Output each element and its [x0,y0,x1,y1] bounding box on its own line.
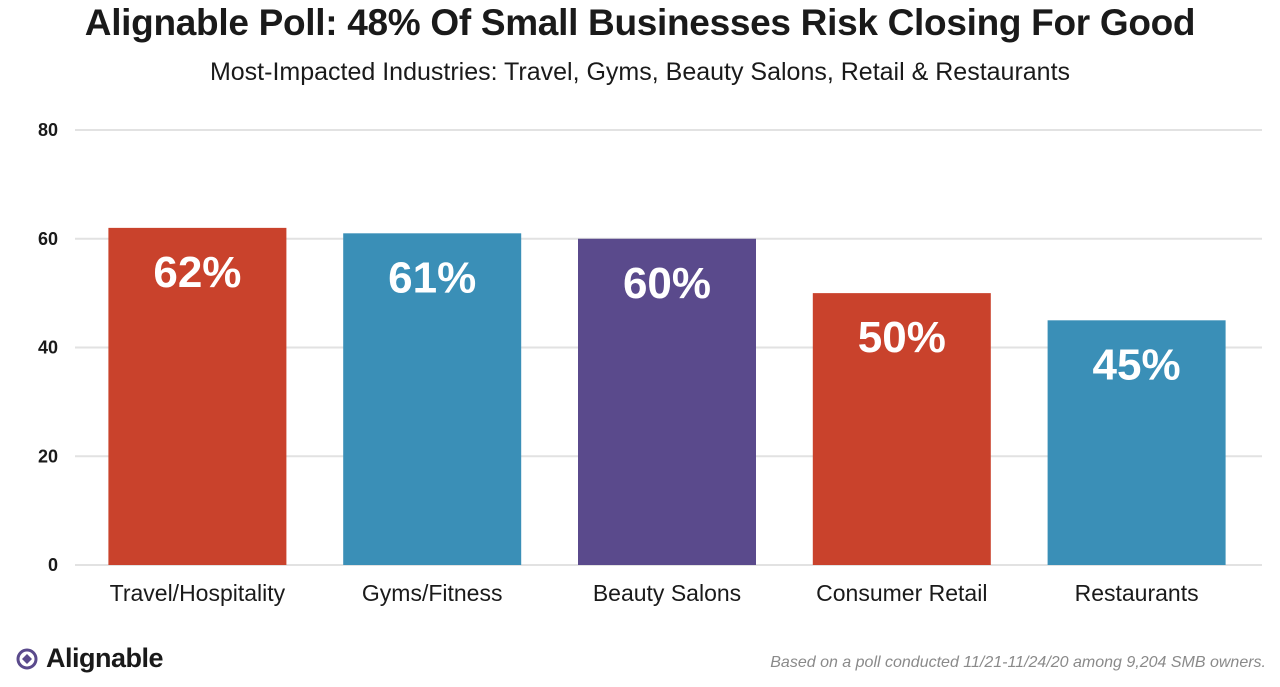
chart-title: Alignable Poll: 48% Of Small Businesses … [84,2,1196,43]
y-tick-label: 60 [38,229,58,249]
x-tick-label: Gyms/Fitness [362,580,503,606]
y-tick-label: 80 [38,120,58,140]
brand-logo: Alignable [16,643,164,674]
y-tick-label: 20 [38,446,58,466]
x-tick-label: Travel/Hospitality [110,580,286,606]
bar [108,227,287,565]
x-tick-label: Consumer Retail [816,580,987,606]
y-tick-label: 0 [48,555,58,575]
bar-value-label: 61% [388,253,476,302]
chart-subtitle: Most-Impacted Industries: Travel, Gyms, … [209,58,1071,86]
bar [343,233,522,565]
alignable-logo-icon [16,648,38,669]
brand-name: Alignable [46,643,164,673]
source-footnote: Based on a poll conducted 11/21-11/24/20… [770,654,1266,671]
bar [1047,320,1226,565]
bar [812,293,991,565]
x-tick-label: Beauty Salons [593,580,741,606]
bar-value-label: 62% [153,248,241,297]
bar-value-label: 60% [623,259,711,308]
y-tick-label: 40 [38,338,58,358]
bar [578,238,756,565]
x-tick-label: Restaurants [1075,580,1199,606]
bar-value-label: 45% [1093,340,1181,389]
bar-value-label: 50% [858,313,946,362]
